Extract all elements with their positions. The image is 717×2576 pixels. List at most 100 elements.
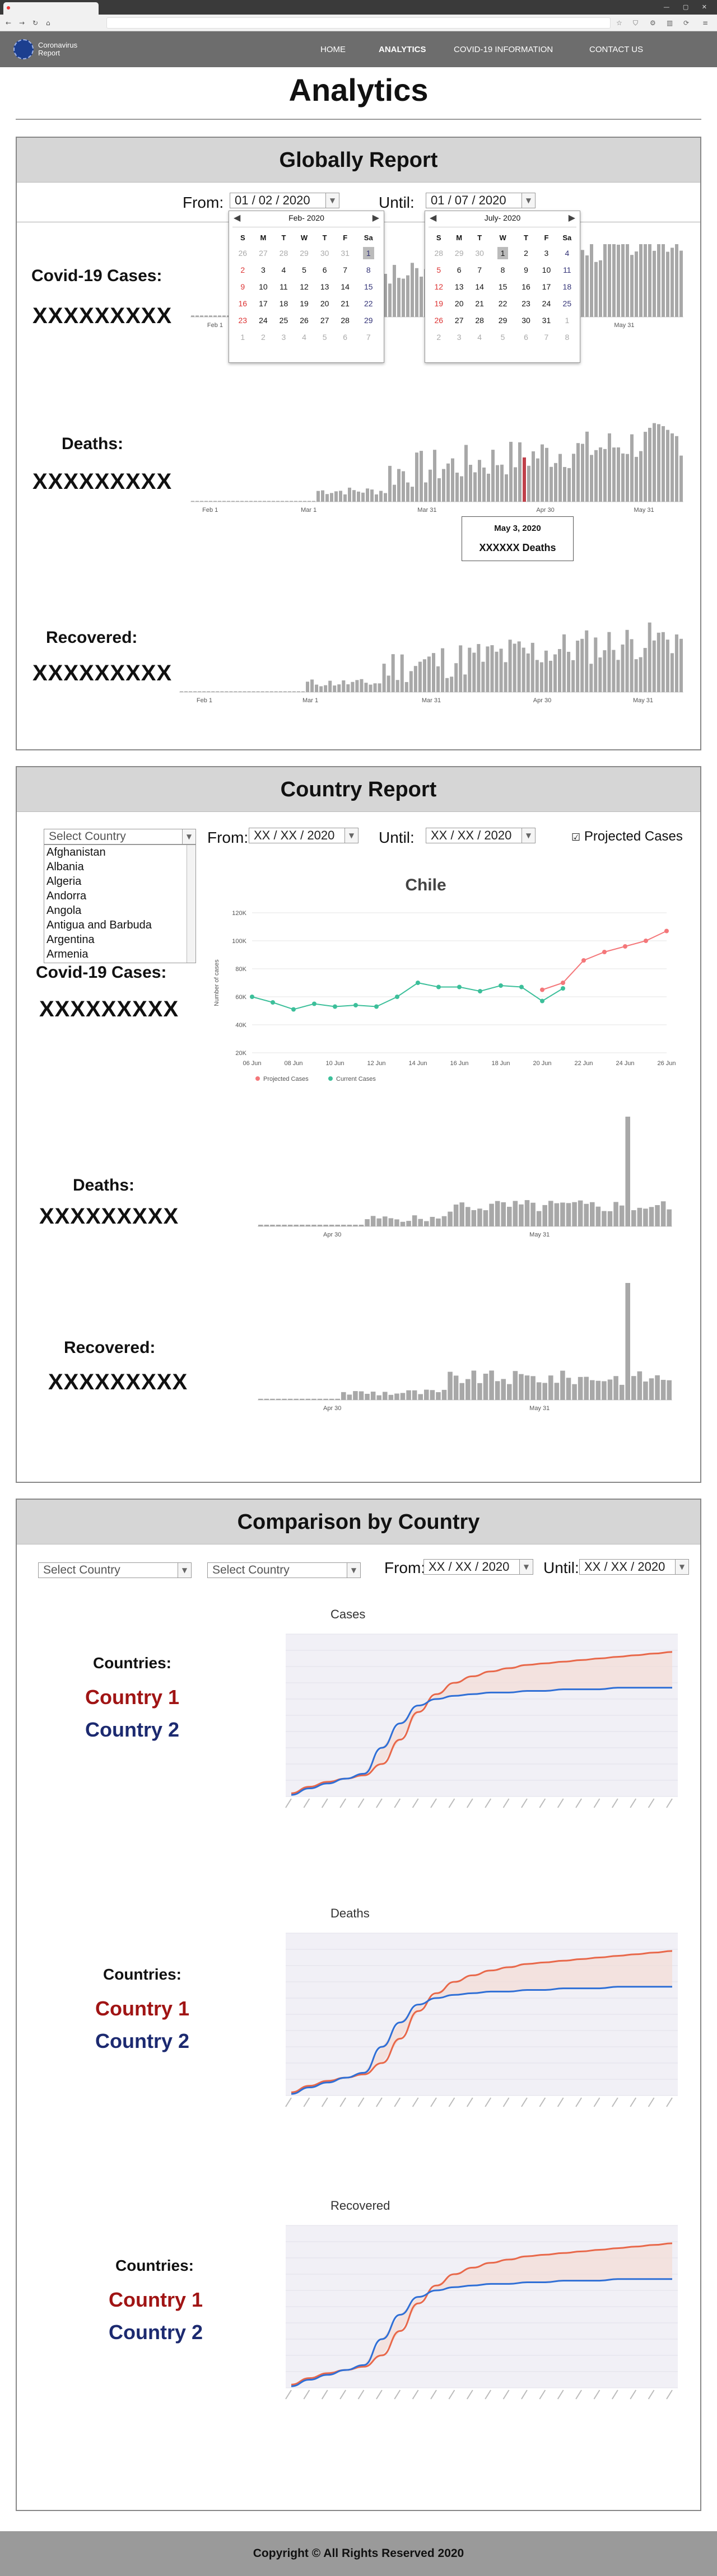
calendar-day[interactable]: 24: [259, 316, 268, 325]
from-date-calendar[interactable]: ◀ Feb- 2020 ▶ S M T W T F Sa 26 27 28 29 30 31 1 2 3 4 5 6…: [229, 211, 384, 363]
calendar-day[interactable]: 1: [490, 245, 515, 262]
calendar-day[interactable]: 17: [542, 282, 551, 291]
next-month-icon[interactable]: ▶: [568, 212, 575, 223]
nav-covid-information[interactable]: COVID-19 INFORMATION: [454, 45, 553, 54]
calendar-day[interactable]: 4: [281, 265, 286, 274]
calendar-day[interactable]: 4: [302, 333, 306, 342]
calendar-day[interactable]: 11: [280, 282, 288, 291]
calendar-day[interactable]: 17: [259, 299, 268, 308]
calendar-day[interactable]: 8: [500, 265, 505, 274]
calendar-day[interactable]: 3: [544, 249, 549, 258]
calendar-day[interactable]: 21: [475, 299, 484, 308]
country-dropdown-list[interactable]: Afghanistan Albania Algeria Andorra Angola An…: [44, 844, 196, 963]
calendar-day[interactable]: 6: [524, 333, 528, 342]
bookmark-icon[interactable]: ☆: [616, 19, 622, 27]
calendar-day[interactable]: 3: [260, 265, 266, 274]
calendar-day[interactable]: 13: [454, 282, 464, 291]
calendar-day[interactable]: 2: [260, 333, 266, 342]
country-option[interactable]: Antigua and Barbuda: [46, 919, 152, 931]
calendar-day[interactable]: 22: [498, 299, 508, 308]
calendar-day[interactable]: 28: [341, 316, 350, 325]
calendar-day[interactable]: 4: [565, 249, 570, 258]
country-option[interactable]: Afghanistan: [46, 846, 106, 858]
global-until-date-field[interactable]: 01 / 07 / 2020 ▼: [426, 193, 536, 208]
calendar-day[interactable]: 29: [454, 249, 464, 258]
calendar-day[interactable]: 2: [524, 249, 528, 258]
nav-analytics[interactable]: ANALYTICS: [379, 45, 426, 54]
prev-month-icon[interactable]: ◀: [234, 212, 241, 223]
calendar-day[interactable]: 14: [341, 282, 350, 291]
calendar-day[interactable]: 26: [434, 316, 444, 325]
country-select[interactable]: Select Country ▼: [44, 829, 196, 844]
calendar-day[interactable]: 26: [238, 249, 248, 258]
library-icon[interactable]: ▥: [667, 19, 673, 27]
calendar-day[interactable]: 23: [522, 299, 530, 308]
calendar-day[interactable]: 30: [475, 249, 484, 258]
menu-icon[interactable]: ≡: [702, 19, 709, 27]
calendar-day[interactable]: 29: [498, 316, 508, 325]
calendar-day[interactable]: 8: [366, 265, 371, 274]
address-bar[interactable]: [106, 17, 611, 29]
home-icon[interactable]: ⌂: [46, 19, 50, 27]
calendar-day[interactable]: 11: [563, 265, 571, 274]
calendar-day[interactable]: 10: [259, 282, 268, 291]
calendar-day[interactable]: 31: [341, 249, 350, 258]
calendar-day[interactable]: 18: [562, 282, 572, 291]
chevron-down-icon[interactable]: ▼: [522, 193, 535, 208]
country-option[interactable]: Algeria: [46, 875, 82, 888]
calendar-day[interactable]: 1: [240, 333, 245, 342]
calendar-day[interactable]: 2: [240, 265, 245, 274]
nav-home[interactable]: HOME: [320, 45, 346, 54]
shield-icon[interactable]: ⛉: [633, 19, 639, 27]
calendar-day[interactable]: 23: [238, 316, 248, 325]
calendar-day[interactable]: 6: [457, 265, 462, 274]
calendar-day[interactable]: 18: [279, 299, 288, 308]
calendar-day[interactable]: 2: [436, 333, 441, 342]
calendar-day[interactable]: 27: [454, 316, 464, 325]
sync-icon[interactable]: ⟳: [683, 19, 690, 27]
global-from-date-field[interactable]: 01 / 02 / 2020 ▼: [230, 193, 339, 208]
calendar-day[interactable]: 27: [259, 249, 268, 258]
calendar-day[interactable]: 30: [320, 249, 329, 258]
calendar-day[interactable]: 12: [434, 282, 444, 291]
calendar-day[interactable]: 7: [544, 333, 549, 342]
chevron-down-icon[interactable]: ▼: [325, 193, 339, 208]
calendar-day[interactable]: 22: [364, 299, 373, 308]
calendar-day[interactable]: 14: [475, 282, 484, 291]
calendar-day[interactable]: 8: [565, 333, 570, 342]
until-date-calendar[interactable]: ◀ July- 2020 ▶ S M T W T F Sa 28 29 30 1 2 3 4 5 6 7 8 9 10…: [425, 211, 580, 363]
comparison-until-date-field[interactable]: XX / XX / 2020 ▼: [579, 1559, 689, 1575]
reload-icon[interactable]: ↻: [32, 19, 39, 27]
country-option[interactable]: Andorra: [46, 890, 87, 902]
calendar-day[interactable]: 6: [343, 333, 348, 342]
calendar-day[interactable]: 5: [302, 265, 306, 274]
calendar-day[interactable]: 25: [279, 316, 288, 325]
calendar-day[interactable]: 19: [434, 299, 444, 308]
calendar-day[interactable]: 10: [542, 265, 551, 274]
calendar-day[interactable]: 5: [436, 265, 441, 274]
comparison-from-date-field[interactable]: XX / XX / 2020 ▼: [423, 1559, 533, 1575]
calendar-day[interactable]: 15: [364, 282, 373, 291]
chevron-down-icon[interactable]: ▼: [178, 1563, 191, 1578]
calendar-day[interactable]: 16: [522, 282, 530, 291]
dropdown-scrollbar[interactable]: [187, 845, 195, 963]
calendar-day[interactable]: 21: [341, 299, 350, 308]
calendar-day[interactable]: 7: [366, 333, 371, 342]
calendar-day[interactable]: 15: [498, 282, 508, 291]
calendar-day[interactable]: 12: [300, 282, 309, 291]
country-option[interactable]: Angola: [46, 904, 82, 917]
calendar-day[interactable]: 26: [300, 316, 309, 325]
calendar-day[interactable]: 27: [320, 316, 329, 325]
prev-month-icon[interactable]: ◀: [430, 212, 437, 223]
country-option[interactable]: Albania: [46, 861, 84, 873]
chevron-down-icon[interactable]: ▼: [344, 828, 358, 843]
calendar-day[interactable]: 28: [475, 316, 484, 325]
extensions-icon[interactable]: ⚙: [650, 19, 656, 27]
projected-cases-checkbox[interactable]: ☑ Projected Cases: [571, 829, 683, 844]
calendar-day[interactable]: 19: [300, 299, 309, 308]
country-from-date-field[interactable]: XX / XX / 2020 ▼: [249, 828, 358, 843]
country-option[interactable]: Argentina: [46, 934, 95, 946]
calendar-day[interactable]: 9: [524, 265, 528, 274]
next-month-icon[interactable]: ▶: [372, 212, 379, 223]
calendar-day[interactable]: 28: [434, 249, 444, 258]
